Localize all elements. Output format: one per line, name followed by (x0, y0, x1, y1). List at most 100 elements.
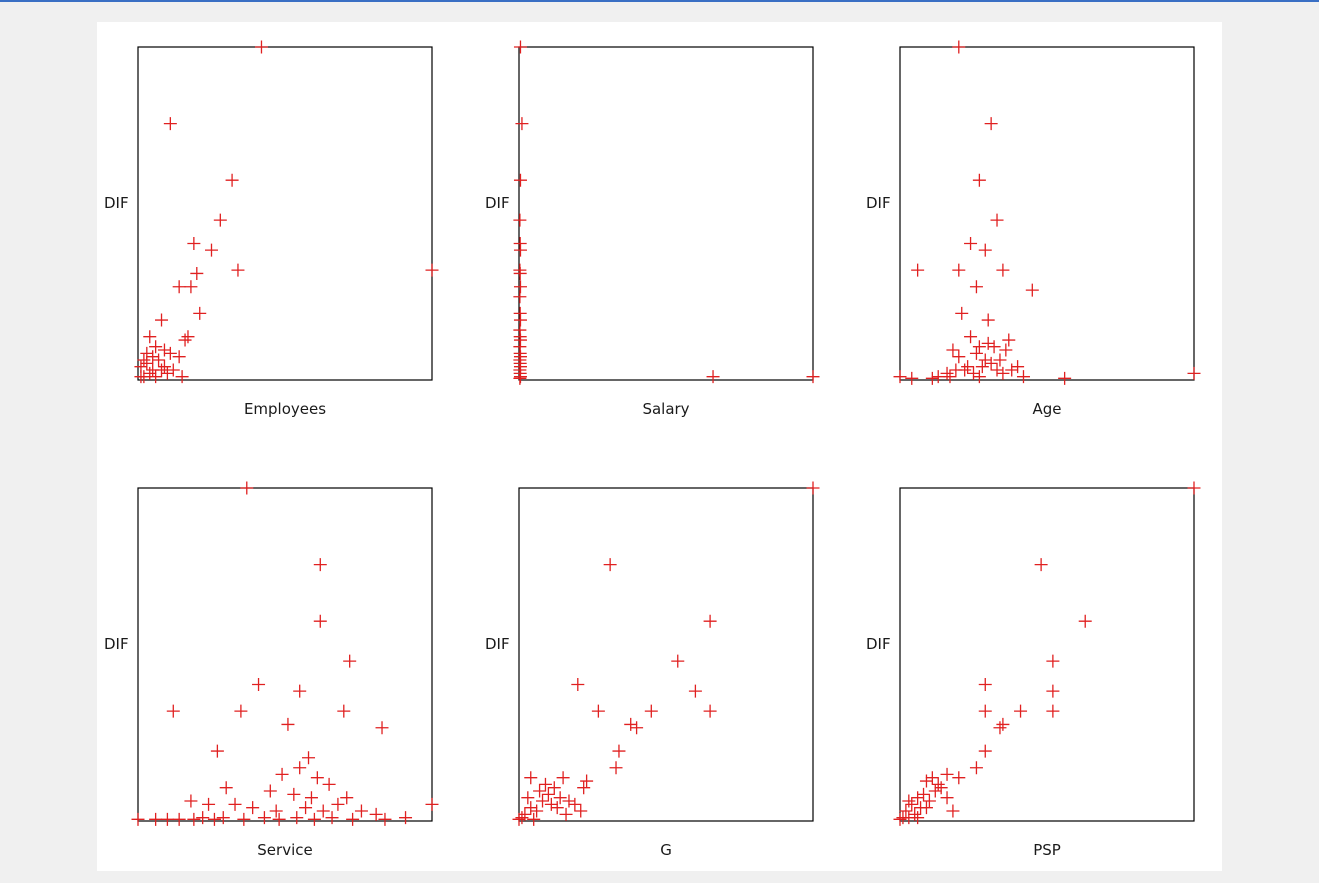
x-axis-label: PSP (1033, 841, 1061, 859)
data-point-marker (140, 346, 154, 360)
data-point-marker (513, 213, 527, 227)
data-point-marker (952, 40, 966, 54)
data-point-marker (806, 481, 820, 495)
data-point-marker (925, 371, 939, 385)
y-axis-label: DIF (104, 635, 129, 653)
data-point-marker (137, 353, 151, 367)
data-point-marker (964, 330, 978, 344)
data-point-marker (172, 280, 186, 294)
data-point-marker (302, 751, 316, 765)
data-point-marker (902, 794, 916, 808)
data-point-marker (322, 777, 336, 791)
data-point-marker (231, 263, 245, 277)
plot-frame (899, 487, 1195, 822)
data-point-marker (163, 346, 177, 360)
data-point-marker (313, 558, 327, 572)
data-point-marker (978, 677, 992, 691)
data-point-marker (157, 343, 171, 357)
data-point-marker (399, 811, 413, 825)
scatter-plot-g: DIF G (485, 481, 820, 859)
data-point-marker (550, 801, 564, 815)
x-axis-label: Employees (244, 400, 326, 418)
data-point-marker (210, 744, 224, 758)
data-point-marker (993, 721, 1007, 735)
data-point-marker (984, 356, 998, 370)
data-point-marker (375, 721, 389, 735)
data-point-marker (263, 784, 277, 798)
plot-frame (518, 46, 814, 381)
data-point-marker (513, 40, 527, 54)
data-point-marker (524, 771, 538, 785)
data-point-marker (1058, 371, 1072, 385)
data-point-marker (952, 771, 966, 785)
data-point-marker (952, 350, 966, 364)
x-axis-label: Salary (642, 400, 689, 418)
data-point-marker (513, 243, 527, 257)
data-point-marker (160, 812, 174, 826)
data-point-marker (972, 173, 986, 187)
x-axis-label: G (660, 841, 672, 859)
y-axis-label: DIF (866, 635, 891, 653)
data-point-marker (513, 266, 527, 280)
data-point-marker (562, 794, 576, 808)
data-point-marker (246, 801, 260, 815)
plot-frame (137, 46, 433, 381)
data-point-marker (946, 343, 960, 357)
data-point-marker (166, 363, 180, 377)
data-point-marker (919, 774, 933, 788)
data-point-marker (172, 350, 186, 364)
data-point-marker (331, 797, 345, 811)
data-point-marker (530, 804, 544, 818)
data-point-marker (257, 811, 271, 825)
data-point-marker (990, 363, 1004, 377)
data-point-marker (234, 704, 248, 718)
data-point-marker (1046, 684, 1060, 698)
data-point-marker (228, 797, 242, 811)
data-point-marker (134, 370, 148, 384)
data-point-marker (591, 704, 605, 718)
data-point-marker (310, 771, 324, 785)
data-point-marker (1078, 614, 1092, 628)
data-point-marker (152, 353, 166, 367)
data-point-marker (166, 704, 180, 718)
data-point-marker (978, 744, 992, 758)
data-point-marker (354, 804, 368, 818)
data-point-marker (703, 614, 717, 628)
data-point-marker (624, 717, 638, 731)
x-axis-label: Age (1032, 400, 1061, 418)
data-point-marker (949, 363, 963, 377)
data-point-marker (961, 360, 975, 374)
data-point-marker (541, 787, 555, 801)
y-axis-label: DIF (866, 194, 891, 212)
data-point-marker (919, 801, 933, 815)
data-point-marker (521, 791, 535, 805)
data-point-marker (181, 330, 195, 344)
chart-panel (97, 22, 1222, 871)
data-point-marker (925, 771, 939, 785)
data-point-marker (969, 346, 983, 360)
plot-frame (518, 487, 814, 822)
data-point-marker (313, 614, 327, 628)
data-point-marker (252, 677, 266, 691)
data-point-marker (146, 350, 160, 364)
data-point-marker (149, 812, 163, 826)
data-point-marker (984, 117, 998, 131)
scatter-plot-age: DIF Age (866, 40, 1201, 418)
data-point-marker (644, 704, 658, 718)
data-point-marker (706, 370, 720, 384)
data-point-marker (547, 781, 561, 795)
x-axis-label: Service (257, 841, 312, 859)
data-point-marker (893, 812, 907, 826)
data-point-marker (911, 263, 925, 277)
data-point-marker (515, 811, 529, 825)
data-point-marker (972, 370, 986, 384)
data-point-marker (343, 654, 357, 668)
data-point-marker (337, 704, 351, 718)
data-point-marker (155, 363, 169, 377)
data-point-marker (940, 366, 954, 380)
data-point-marker (609, 761, 623, 775)
data-point-marker (978, 704, 992, 718)
data-point-marker (978, 243, 992, 257)
data-point-marker (1014, 704, 1028, 718)
